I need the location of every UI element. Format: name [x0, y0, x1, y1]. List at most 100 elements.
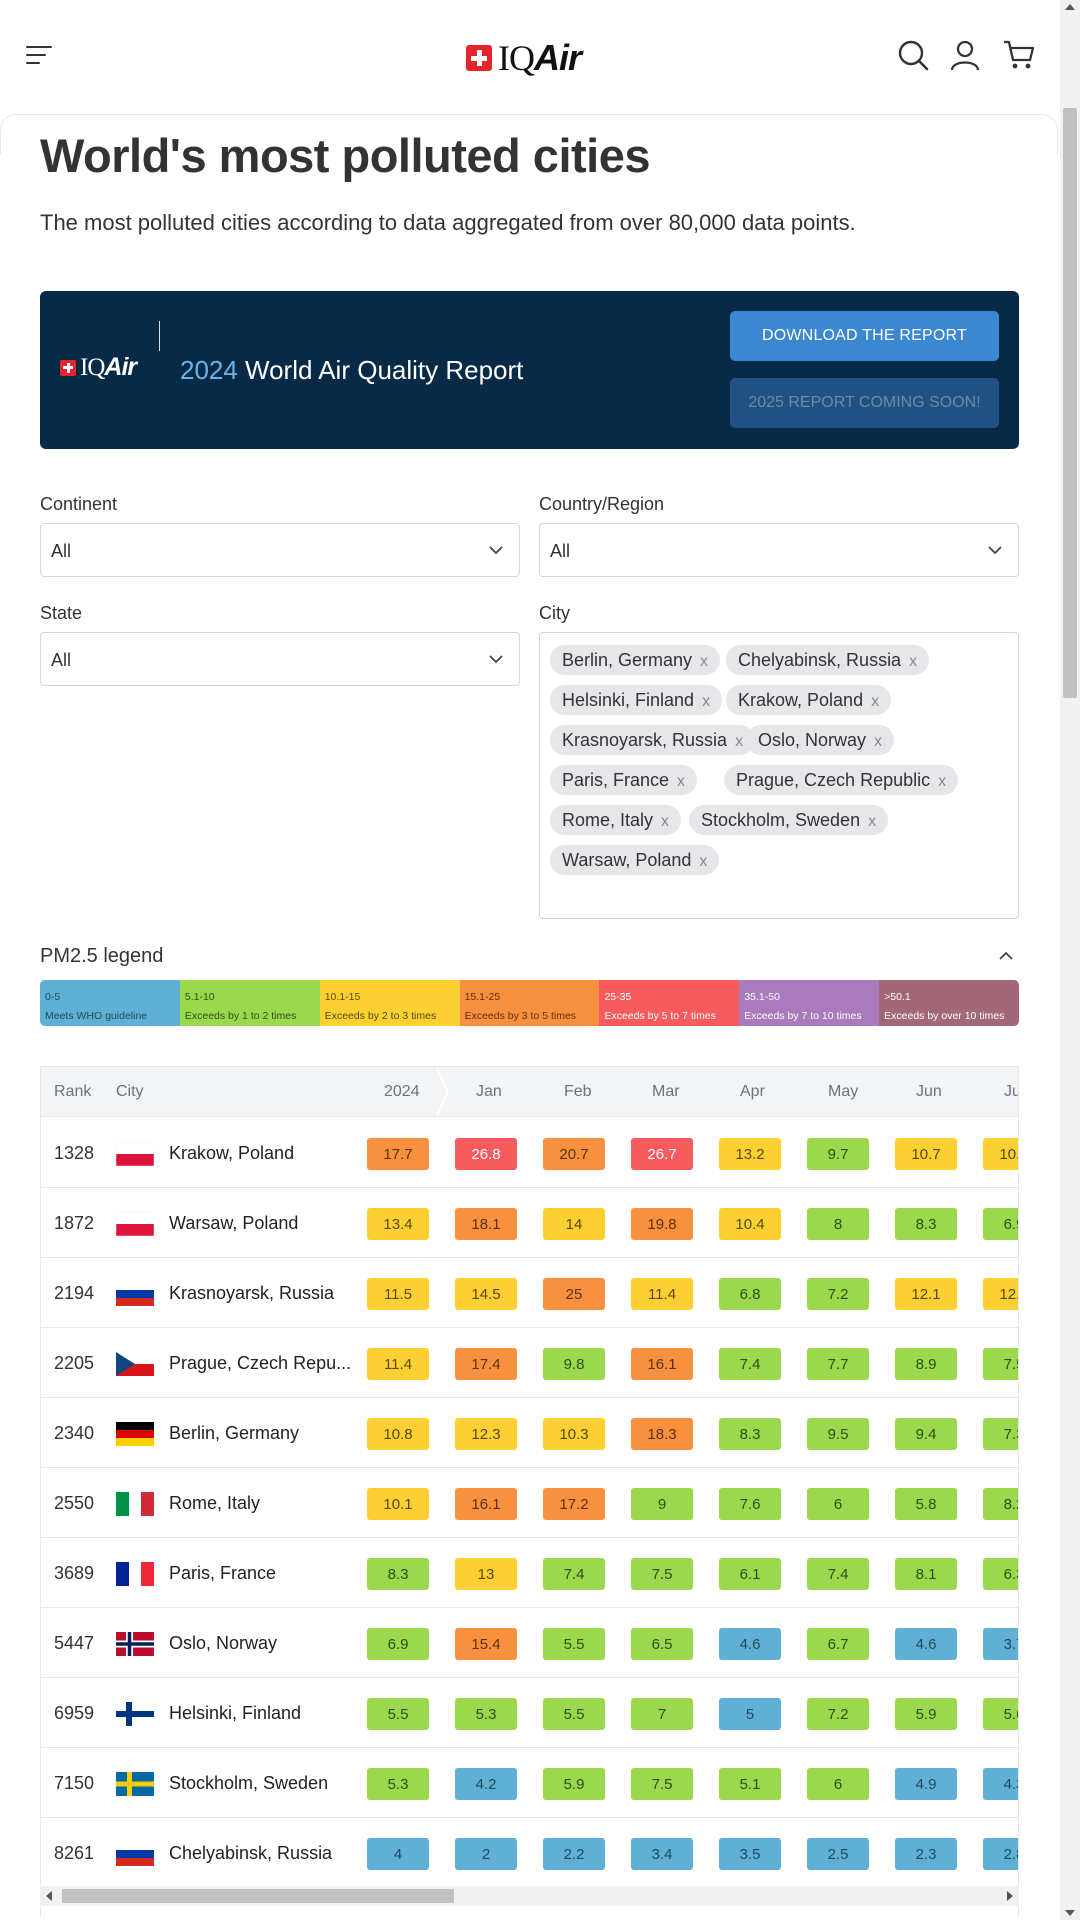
poland-flag-icon: [116, 1212, 154, 1236]
city-name-link[interactable]: Paris, France: [169, 1563, 277, 1583]
remove-chip-icon[interactable]: x: [874, 733, 883, 750]
legend-segment: >50.1 Exceeds by over 10 times: [879, 980, 1019, 1026]
state-select[interactable]: All: [40, 632, 520, 686]
scrollbar-thumb[interactable]: [1063, 108, 1077, 698]
pm25-value-badge: 10.4: [983, 1138, 1018, 1170]
remove-chip-icon[interactable]: x: [677, 773, 686, 790]
city-chip[interactable]: Rome, Italy x: [550, 805, 682, 835]
continent-select[interactable]: All: [40, 523, 520, 577]
legend-range: 0-5: [45, 991, 61, 1003]
table-row[interactable]: 2194 Krasnoyarsk, Russia 11.5 14.5 25 11.4 6.8…: [41, 1258, 1018, 1328]
city-chip[interactable]: Warsaw, Poland x: [550, 845, 720, 875]
remove-chip-icon[interactable]: x: [871, 693, 880, 710]
city-name-link[interactable]: Stockholm, Sweden: [169, 1773, 329, 1793]
page-vertical-scrollbar[interactable]: [1060, 0, 1080, 1920]
remove-chip-icon[interactable]: x: [702, 693, 711, 710]
chevron-up-icon[interactable]: [998, 948, 1014, 964]
scroll-right-icon[interactable]: [1007, 1891, 1013, 1901]
city-chip[interactable]: Krasnoyarsk, Russia x: [550, 725, 756, 755]
city-name-link[interactable]: Krasnoyarsk, Russia: [169, 1283, 335, 1303]
pm25-value-badge: 9.5: [807, 1418, 869, 1450]
header-month[interactable]: Jul: [1004, 1083, 1018, 1100]
city-name-link[interactable]: Krakow, Poland: [169, 1143, 295, 1163]
city-name-link[interactable]: Warsaw, Poland: [169, 1213, 299, 1233]
pm25-value-badge: 7.4: [807, 1558, 869, 1590]
pm25-value-badge: 11.5: [367, 1278, 429, 1310]
scroll-left-icon[interactable]: [46, 1891, 52, 1901]
pm25-value-badge: 8.3: [895, 1208, 957, 1240]
city-chip[interactable]: Berlin, Germany x: [550, 645, 721, 675]
city-name-link[interactable]: Oslo, Norway: [169, 1633, 278, 1653]
rank-cell: 1328: [54, 1143, 95, 1163]
header-month[interactable]: Jun: [916, 1083, 942, 1100]
table-row[interactable]: 1328 Krakow, Poland 17.7 26.8 20.7 26.7 13.2 9.…: [41, 1118, 1018, 1188]
table-row[interactable]: 2550 Rome, Italy 10.1 16.1 17.2 9 7.6 6 5.8 8.2: [41, 1468, 1018, 1538]
city-multiselect[interactable]: Berlin, Germany x Chelyabinsk, Russia x Hels…: [539, 632, 1019, 919]
iqair-logo[interactable]: IQ Air: [466, 37, 582, 78]
scroll-down-icon[interactable]: [1065, 1910, 1075, 1916]
pm25-value-badge: 4.6: [895, 1628, 957, 1660]
pm25-value-badge: 12.1: [895, 1278, 957, 1310]
city-chip[interactable]: Stockholm, Sweden x: [689, 805, 889, 835]
rank-cell: 6959: [54, 1703, 95, 1723]
header-month[interactable]: 2024: [384, 1083, 420, 1100]
table-row[interactable]: 3689 Paris, France 8.3 13 7.4 7.5 6.1 7.4 8.1 6.3: [41, 1538, 1018, 1608]
shopping-cart-icon[interactable]: [1002, 38, 1036, 72]
search-icon[interactable]: [896, 38, 930, 72]
country-select[interactable]: All: [539, 523, 1019, 577]
pm25-value-badge: 7.3: [983, 1418, 1018, 1450]
swiss-flag-icon: [466, 45, 492, 71]
remove-chip-icon[interactable]: x: [661, 813, 670, 830]
city-name-link[interactable]: Rome, Italy: [169, 1493, 261, 1513]
pm25-value-badge: 19.8: [631, 1208, 693, 1240]
table-horizontal-scrollbar[interactable]: [40, 1886, 1019, 1906]
city-name-link[interactable]: Berlin, Germany: [169, 1423, 300, 1443]
pm25-value-badge: 3.7: [983, 1628, 1018, 1660]
table-row[interactable]: 7150 Stockholm, Sweden 5.3 4.2 5.9 7.5 5.1 6 4.9…: [41, 1748, 1018, 1818]
table-row[interactable]: 2340 Berlin, Germany 10.8 12.3 10.3 18.3 8.3 9.…: [41, 1398, 1018, 1468]
pm25-value-badge: 13.4: [367, 1208, 429, 1240]
city-chip[interactable]: Oslo, Norway x: [746, 725, 895, 755]
table-row[interactable]: 1872 Warsaw, Poland 13.4 18.1 14 19.8 10.4 8 8.3…: [41, 1188, 1018, 1258]
header-month[interactable]: Apr: [740, 1083, 765, 1100]
site-header: IQ Air: [0, 0, 1060, 112]
header-month[interactable]: May: [828, 1083, 859, 1100]
pm25-value-badge: 8.3: [719, 1418, 781, 1450]
remove-chip-icon[interactable]: x: [699, 853, 708, 870]
header-city[interactable]: City: [116, 1083, 144, 1100]
remove-chip-icon[interactable]: x: [700, 653, 709, 670]
city-chip[interactable]: Krakow, Poland x: [726, 685, 892, 715]
city-name-link[interactable]: Prague, Czech Repu...: [169, 1353, 352, 1373]
city-chip[interactable]: Helsinki, Finland x: [550, 685, 723, 715]
remove-chip-icon[interactable]: x: [735, 733, 744, 750]
header-month[interactable]: Mar: [652, 1083, 680, 1100]
scrollbar-thumb[interactable]: [62, 1889, 454, 1903]
remove-chip-icon[interactable]: x: [868, 813, 877, 830]
city-chip[interactable]: Paris, France x: [550, 765, 698, 795]
user-account-icon[interactable]: [948, 38, 982, 72]
table-row[interactable]: 5447 Oslo, Norway 6.9 15.4 5.5 6.5 4.6 6.7 4.6 3.…: [41, 1608, 1018, 1678]
table-row[interactable]: 8261 Chelyabinsk, Russia 4 2 2.2 3.4 3.5 2.5 2.3…: [41, 1818, 1018, 1888]
city-chip[interactable]: Chelyabinsk, Russia x: [726, 645, 930, 675]
city-chip[interactable]: Prague, Czech Republic x: [724, 765, 959, 795]
table-row[interactable]: 2205 Prague, Czech Repu... 11.4 17.4 9.8 16.1…: [41, 1328, 1018, 1398]
header-month[interactable]: Feb: [564, 1083, 592, 1100]
city-name-link[interactable]: Helsinki, Finland: [169, 1703, 302, 1723]
table-row[interactable]: 6959 Helsinki, Finland 5.5 5.3 5.5 7 5 7.2 5.9 5.…: [41, 1678, 1018, 1748]
city-name-link[interactable]: Chelyabinsk, Russia: [169, 1843, 333, 1863]
swiss-flag-icon: [60, 359, 76, 376]
continent-label: Continent: [40, 494, 118, 514]
header-month[interactable]: Jan: [476, 1083, 502, 1100]
download-report-button[interactable]: DOWNLOAD THE REPORT: [730, 311, 999, 361]
menu-icon[interactable]: [26, 46, 52, 64]
pm25-value-badge: 10.8: [367, 1418, 429, 1450]
pm25-value-badge: 6.5: [631, 1628, 693, 1660]
scroll-up-icon[interactable]: [1065, 4, 1075, 10]
remove-chip-icon[interactable]: x: [909, 653, 918, 670]
pm25-value-badge: 5.9: [543, 1768, 605, 1800]
header-rank[interactable]: Rank: [54, 1083, 92, 1100]
pm25-value-badge: 12.9: [983, 1278, 1018, 1310]
legend-description: Exceeds by 5 to 7 times: [604, 1010, 716, 1022]
pm25-value-badge: 8: [807, 1208, 869, 1240]
remove-chip-icon[interactable]: x: [938, 773, 947, 790]
